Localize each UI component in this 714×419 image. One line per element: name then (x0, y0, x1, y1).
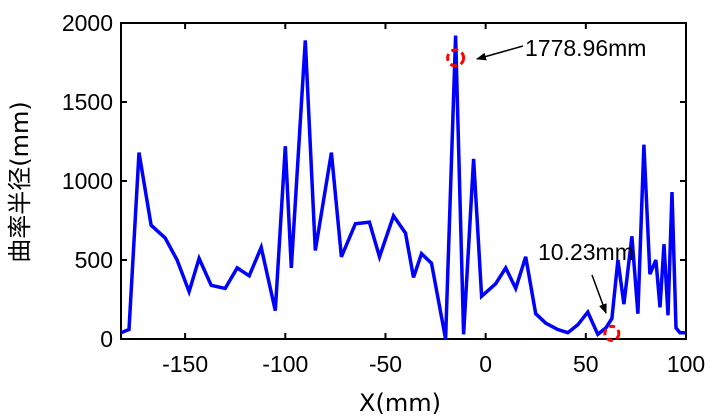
y-tick-label: 0 (100, 326, 113, 352)
x-tick-label: 100 (667, 351, 705, 377)
min-annotation-label: 10.23mm (538, 239, 634, 265)
y-tick-label: 2000 (62, 10, 113, 36)
max-annotation-label: 1778.96mm (525, 35, 646, 61)
x-tick-label: -100 (262, 351, 308, 377)
x-tick-label: 50 (573, 351, 599, 377)
max-point-marker (446, 48, 466, 68)
y-tick-label: 500 (75, 247, 113, 273)
y-axis-label: 曲率半径(mm) (6, 101, 34, 262)
x-axis-label: X(mm) (359, 389, 441, 417)
x-tick-label: -50 (369, 351, 402, 377)
x-tick-label: -150 (162, 351, 208, 377)
plot-frame (120, 22, 687, 340)
min-annotation-arrow (591, 274, 607, 314)
y-tick-label: 1000 (62, 168, 113, 194)
min-point-marker (603, 324, 621, 342)
series-line (121, 35, 686, 339)
max-annotation-arrow (476, 45, 524, 61)
y-tick-label: 1500 (62, 89, 113, 115)
x-tick-label: 0 (479, 351, 492, 377)
